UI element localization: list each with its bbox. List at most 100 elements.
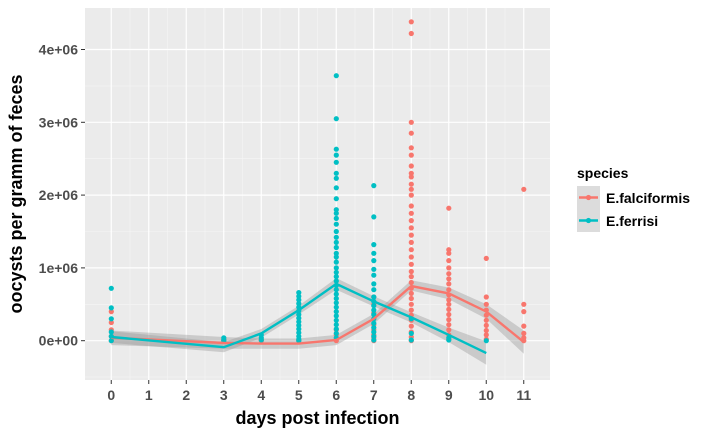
data-point bbox=[408, 119, 414, 125]
legend-label: E.falciformis bbox=[606, 190, 690, 206]
data-point bbox=[408, 301, 414, 307]
data-point bbox=[333, 317, 339, 323]
data-point bbox=[408, 145, 414, 151]
data-point bbox=[446, 317, 452, 323]
legend: species E.falciformis E.ferrisi bbox=[577, 165, 690, 232]
data-point bbox=[371, 183, 377, 189]
y-tick-label: 3e+06 bbox=[39, 114, 79, 130]
data-point bbox=[371, 303, 377, 309]
data-point bbox=[333, 330, 339, 336]
data-point bbox=[483, 255, 489, 261]
data-point bbox=[408, 279, 414, 286]
data-point bbox=[446, 271, 452, 277]
data-point bbox=[333, 304, 339, 310]
data-point bbox=[483, 338, 489, 344]
data-point bbox=[408, 186, 414, 192]
y-axis-title: oocysts per gramm of feces bbox=[6, 74, 26, 313]
data-point bbox=[408, 290, 414, 296]
data-point bbox=[483, 317, 489, 323]
data-point bbox=[408, 247, 414, 253]
data-point bbox=[371, 266, 377, 272]
data-point bbox=[371, 329, 377, 335]
data-point bbox=[333, 210, 339, 216]
data-point bbox=[333, 146, 339, 152]
data-point bbox=[296, 326, 302, 332]
data-point bbox=[521, 309, 527, 315]
data-point bbox=[408, 330, 414, 336]
data-point bbox=[483, 327, 489, 334]
data-point bbox=[296, 315, 302, 321]
x-tick-label: 6 bbox=[332, 387, 340, 403]
data-point bbox=[371, 311, 377, 318]
x-tick-label: 11 bbox=[516, 387, 531, 403]
data-point bbox=[408, 152, 414, 158]
data-point bbox=[408, 19, 414, 25]
data-point bbox=[483, 332, 489, 338]
data-point bbox=[296, 330, 302, 336]
legend-title: species bbox=[577, 165, 629, 181]
data-point bbox=[408, 181, 414, 187]
data-point bbox=[296, 319, 302, 325]
data-point bbox=[296, 297, 302, 303]
x-tick-label: 8 bbox=[407, 387, 415, 403]
x-tick-label: 4 bbox=[257, 387, 265, 403]
x-tick-label: 2 bbox=[182, 387, 190, 403]
data-point bbox=[108, 338, 114, 344]
data-point bbox=[408, 323, 414, 329]
data-point bbox=[446, 287, 452, 293]
data-point bbox=[371, 272, 377, 278]
data-point bbox=[333, 152, 339, 158]
data-point bbox=[296, 293, 302, 299]
data-point bbox=[371, 333, 377, 339]
data-point bbox=[371, 287, 377, 293]
data-point bbox=[108, 329, 114, 335]
data-point bbox=[371, 281, 377, 287]
data-point bbox=[408, 239, 414, 245]
data-point bbox=[446, 247, 452, 253]
x-axis-title: days post infection bbox=[235, 408, 399, 428]
data-point bbox=[521, 330, 527, 336]
legend-key-point bbox=[585, 194, 592, 201]
data-point bbox=[333, 244, 339, 251]
data-point bbox=[521, 301, 527, 307]
data-point bbox=[333, 313, 339, 319]
data-point bbox=[483, 301, 489, 307]
data-point bbox=[483, 294, 489, 300]
data-point bbox=[446, 311, 452, 318]
data-point bbox=[408, 268, 414, 275]
data-point bbox=[333, 300, 339, 306]
x-tick-label: 1 bbox=[145, 387, 153, 403]
data-point bbox=[408, 337, 414, 343]
data-point bbox=[408, 261, 414, 267]
data-point bbox=[333, 207, 339, 213]
data-point bbox=[333, 196, 339, 202]
data-point bbox=[408, 130, 414, 136]
data-point bbox=[333, 278, 339, 284]
data-point bbox=[483, 322, 489, 328]
data-point bbox=[333, 234, 339, 240]
data-point bbox=[333, 265, 339, 271]
data-point bbox=[333, 239, 339, 245]
data-point bbox=[408, 163, 414, 169]
x-tick-label: 10 bbox=[478, 387, 494, 403]
data-point bbox=[408, 170, 414, 176]
data-point bbox=[296, 311, 302, 318]
data-point bbox=[408, 274, 414, 280]
data-point bbox=[371, 307, 377, 313]
y-tick-label: 1e+06 bbox=[39, 260, 79, 276]
data-point bbox=[408, 254, 414, 260]
x-tick-label: 5 bbox=[295, 387, 303, 403]
data-point bbox=[371, 242, 377, 248]
data-point bbox=[371, 337, 377, 343]
data-point bbox=[446, 250, 452, 256]
legend-key-point bbox=[585, 217, 592, 224]
data-point bbox=[333, 295, 339, 302]
data-point bbox=[333, 269, 339, 275]
data-point bbox=[408, 218, 414, 224]
fit-lines bbox=[111, 282, 525, 355]
data-point bbox=[333, 221, 339, 227]
confidence-ribbon bbox=[111, 280, 524, 354]
fit-line bbox=[111, 282, 487, 355]
data-point bbox=[408, 210, 414, 216]
data-point bbox=[521, 323, 527, 329]
